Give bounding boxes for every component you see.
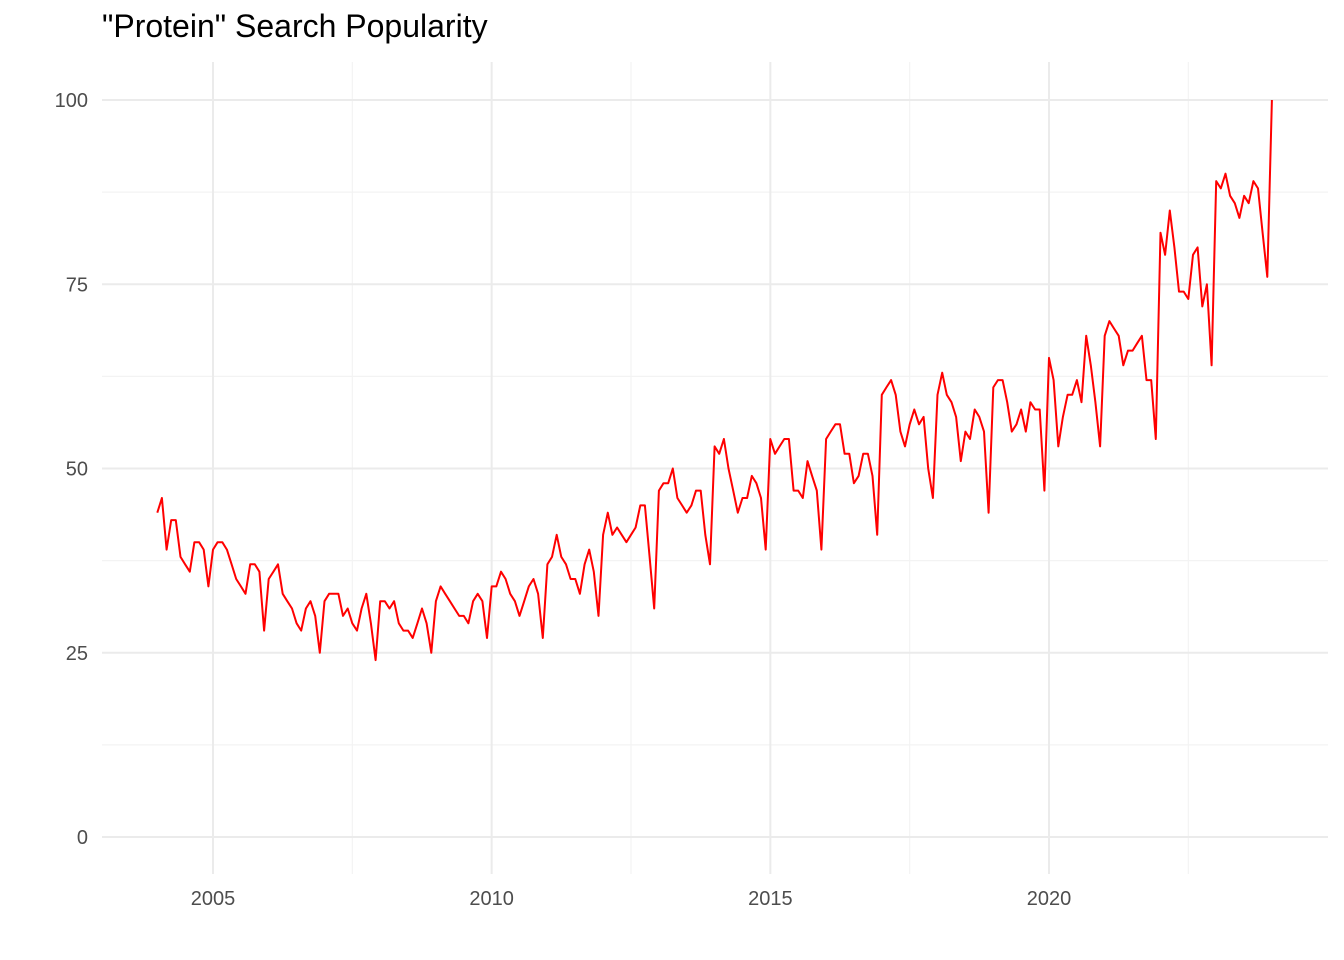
x-tick-label: 2020: [1027, 888, 1072, 910]
y-tick-label: 0: [77, 827, 88, 849]
chart-title: "Protein" Search Popularity: [102, 8, 488, 44]
y-tick-label: 50: [66, 459, 88, 481]
major-gridlines: [102, 62, 1328, 874]
y-tick-label: 25: [66, 643, 88, 665]
y-axis-tick-labels: 0 25 50 75 100: [55, 90, 88, 849]
y-tick-label: 100: [55, 90, 88, 112]
x-tick-label: 2005: [191, 888, 236, 910]
x-axis-tick-labels: 2005 2010 2015 2020: [191, 888, 1072, 910]
x-tick-label: 2015: [748, 888, 793, 910]
series-line: [156, 99, 1273, 662]
y-tick-label: 75: [66, 274, 88, 296]
x-tick-label: 2010: [469, 888, 514, 910]
